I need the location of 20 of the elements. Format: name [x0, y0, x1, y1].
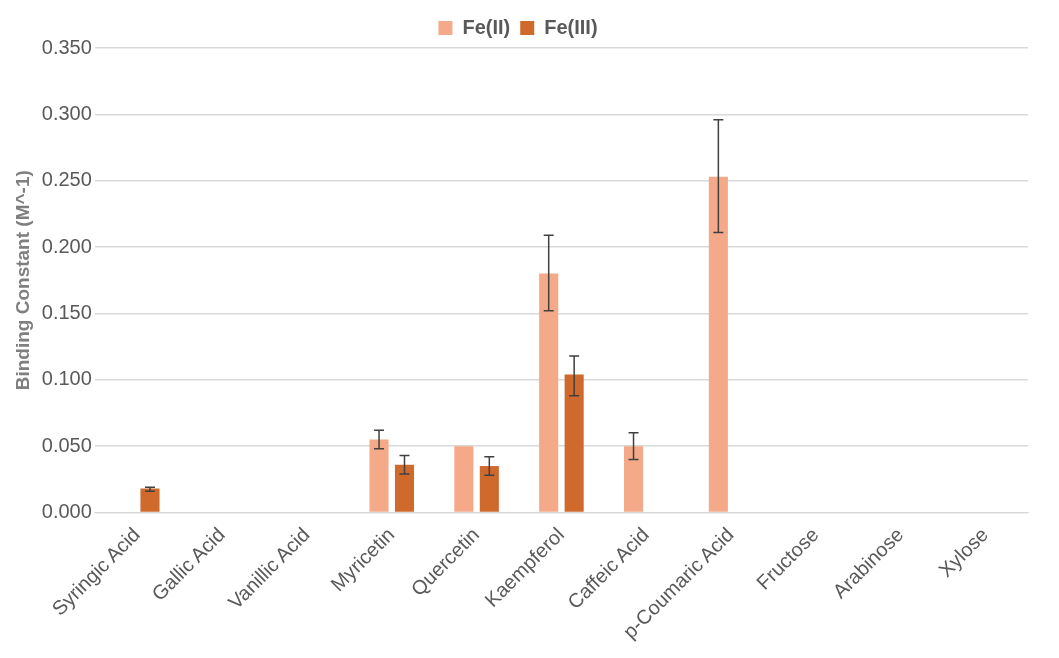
y-tick-label: 0.200: [41, 234, 92, 257]
legend-label: Fe(II): [462, 15, 511, 38]
bar: [708, 176, 728, 512]
y-tick-label: 0.050: [41, 433, 92, 456]
bar: [564, 374, 584, 512]
bar: [454, 446, 474, 512]
bar: [369, 439, 389, 512]
bar: [140, 488, 160, 512]
legend-label: Fe(III): [544, 15, 598, 38]
y-tick-label: 0.150: [41, 300, 92, 323]
bar: [623, 446, 644, 512]
y-tick-label: 0.250: [41, 168, 92, 191]
bar: [539, 273, 559, 512]
y-tick-label: 0.350: [41, 35, 92, 58]
bar: [479, 466, 499, 512]
y-axis-title: Binding Constant (M^-1): [11, 170, 33, 391]
y-tick-label: 0.000: [41, 500, 92, 523]
y-tick-label: 0.300: [41, 101, 92, 124]
y-tick-label: 0.100: [41, 367, 92, 390]
bar: [394, 464, 415, 512]
